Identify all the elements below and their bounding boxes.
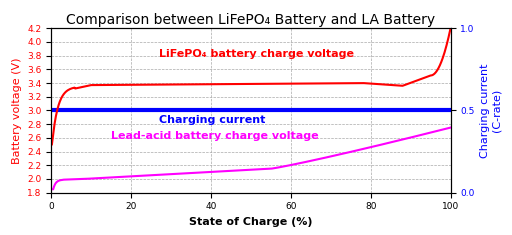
Text: Charging current: Charging current — [159, 115, 265, 125]
Y-axis label: Battery voltage (V): Battery voltage (V) — [12, 57, 22, 164]
Text: LiFePO₄ battery charge voltage: LiFePO₄ battery charge voltage — [159, 49, 354, 59]
Title: Comparison between LiFePO₄ Battery and LA Battery: Comparison between LiFePO₄ Battery and L… — [67, 13, 435, 27]
X-axis label: State of Charge (%): State of Charge (%) — [189, 217, 313, 227]
Y-axis label: Charging current
(C-rate): Charging current (C-rate) — [480, 63, 502, 158]
Text: Lead-acid battery charge voltage: Lead-acid battery charge voltage — [111, 131, 319, 141]
